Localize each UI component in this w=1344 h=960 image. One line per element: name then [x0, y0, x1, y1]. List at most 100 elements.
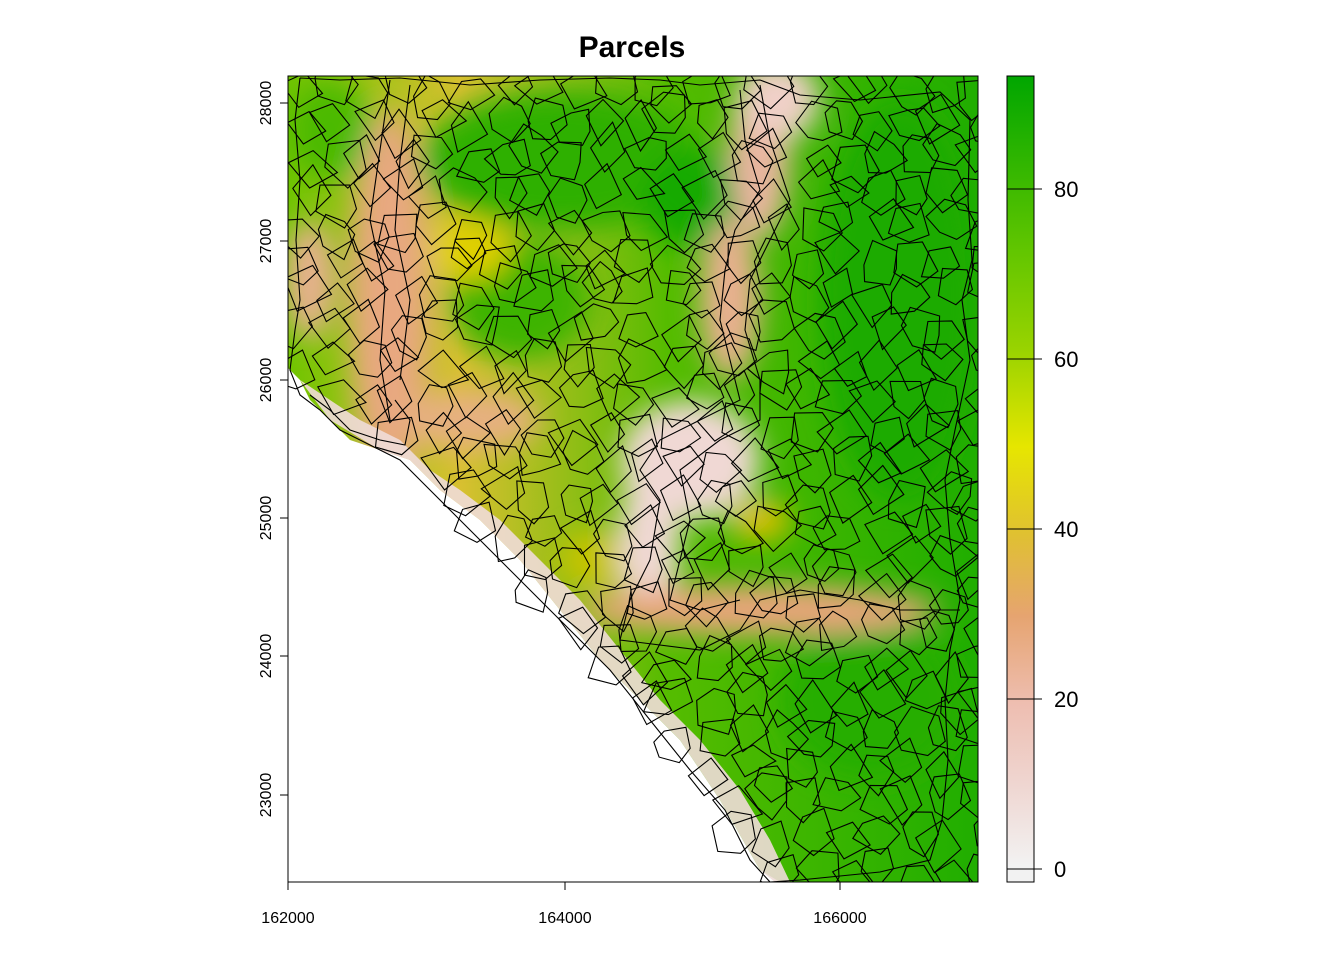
- parcel-outline: [345, 76, 389, 120]
- parcel-outline: [686, 243, 731, 283]
- parcel-outline: [376, 374, 413, 424]
- parcel-outline: [925, 198, 978, 241]
- parcel-outline: [795, 639, 841, 680]
- y-tick-label: 26000: [258, 358, 275, 403]
- parcel-outline: [925, 505, 968, 555]
- parcel-outline: [969, 113, 978, 142]
- parcel-outline: [897, 579, 941, 630]
- parcel-outline: [622, 166, 666, 200]
- parcel-outline: [860, 847, 895, 882]
- parcel-outline: [858, 339, 898, 392]
- parcel-outline: [326, 238, 364, 279]
- parcel-outline: [640, 659, 692, 690]
- parcel-outline: [723, 100, 768, 151]
- parcel-outline: [508, 123, 559, 174]
- parcel-outline: [824, 100, 864, 141]
- parcel-outline: [765, 683, 808, 728]
- parcel-boundaries: [288, 76, 978, 882]
- parcel-outline: [550, 108, 591, 146]
- parcel-outline: [928, 588, 969, 625]
- parcel-outline: [288, 264, 333, 312]
- parcel-outline: [791, 249, 825, 290]
- parcel-outline: [623, 137, 667, 171]
- parcel-outline: [649, 173, 695, 218]
- parcel-outline: [708, 332, 758, 377]
- parcel-outline: [795, 100, 843, 141]
- parcel-outline: [623, 546, 663, 594]
- parcel-outline: [696, 687, 737, 735]
- parcel-outline: [920, 246, 961, 279]
- parcel-outline: [585, 98, 625, 147]
- parcel-outline: [896, 349, 937, 392]
- parcel-outline: [443, 469, 492, 517]
- parcel-outline: [956, 409, 978, 446]
- parcel-outline: [759, 854, 800, 882]
- parcel-outline: [616, 482, 661, 526]
- parcel-outline: [814, 232, 861, 275]
- parcel-outline: [314, 76, 359, 106]
- parcel-outline: [660, 549, 695, 585]
- parcel-outline: [612, 267, 654, 305]
- parcel-outline: [966, 853, 978, 882]
- parcel-outline: [797, 159, 841, 200]
- parcel-outline: [626, 581, 668, 620]
- parcel-outline: [785, 777, 821, 824]
- parcel-outline: [651, 387, 700, 428]
- parcel-outline: [829, 474, 873, 524]
- parcel-outline: [762, 474, 799, 517]
- coastline: [289, 77, 973, 882]
- parcel-outline: [731, 139, 774, 185]
- parcel-outline: [934, 650, 969, 705]
- parcel-outline: [812, 515, 861, 551]
- parcel-outline: [893, 241, 939, 288]
- parcel-outline: [558, 369, 604, 408]
- parcel-outline: [919, 449, 970, 493]
- parcel-outline: [697, 131, 742, 179]
- parcel-outline: [870, 416, 905, 454]
- parcel-outline: [914, 819, 962, 874]
- x-tick-label: 162000: [261, 910, 314, 927]
- parcel-outline: [802, 207, 843, 252]
- parcel-outline: [452, 282, 495, 331]
- parcel-outline: [937, 267, 974, 306]
- parcel-outline: [527, 97, 568, 141]
- parcel-outline: [746, 349, 790, 395]
- parcel-outline: [417, 384, 454, 427]
- parcel-outline: [384, 76, 428, 104]
- parcel-outline: [822, 267, 854, 308]
- parcel-outline: [311, 341, 356, 376]
- parcel-outline: [547, 209, 593, 256]
- parcel-outline: [890, 273, 931, 315]
- parcel-outline: [786, 719, 836, 758]
- parcel-outline: [557, 606, 599, 651]
- parcel-outline: [751, 820, 790, 868]
- parcel-outline: [895, 174, 928, 216]
- parcel-outline: [744, 772, 788, 821]
- parcel-outline: [453, 501, 497, 544]
- parcel-outline: [730, 744, 777, 778]
- parcel-outline: [516, 480, 550, 525]
- parcel-outline: [454, 218, 488, 261]
- parcel-outline: [864, 647, 910, 691]
- parcel-outline: [653, 726, 691, 764]
- parcel-outline: [760, 416, 799, 460]
- parcel-outline: [829, 175, 870, 209]
- parcel-outline: [848, 380, 896, 424]
- parcel-outline: [714, 76, 762, 110]
- parcel-outline: [790, 412, 834, 453]
- parcel-outline: [682, 76, 731, 105]
- parcel-outline: [940, 687, 978, 736]
- parcel-outline: [836, 654, 879, 694]
- parcel-outline: [950, 480, 978, 522]
- parcel-outline: [714, 200, 761, 239]
- parcel-outline: [524, 515, 563, 547]
- parcel-outline: [860, 603, 906, 645]
- parcel-outline: [730, 437, 780, 483]
- parcel-outline: [288, 110, 327, 145]
- parcel-outline: [494, 176, 528, 220]
- parcel-outline: [413, 76, 451, 121]
- parcel-outline: [864, 553, 913, 599]
- parcel-outline: [925, 167, 969, 214]
- parcel-outline: [819, 610, 858, 652]
- parcel-outline: [797, 340, 841, 380]
